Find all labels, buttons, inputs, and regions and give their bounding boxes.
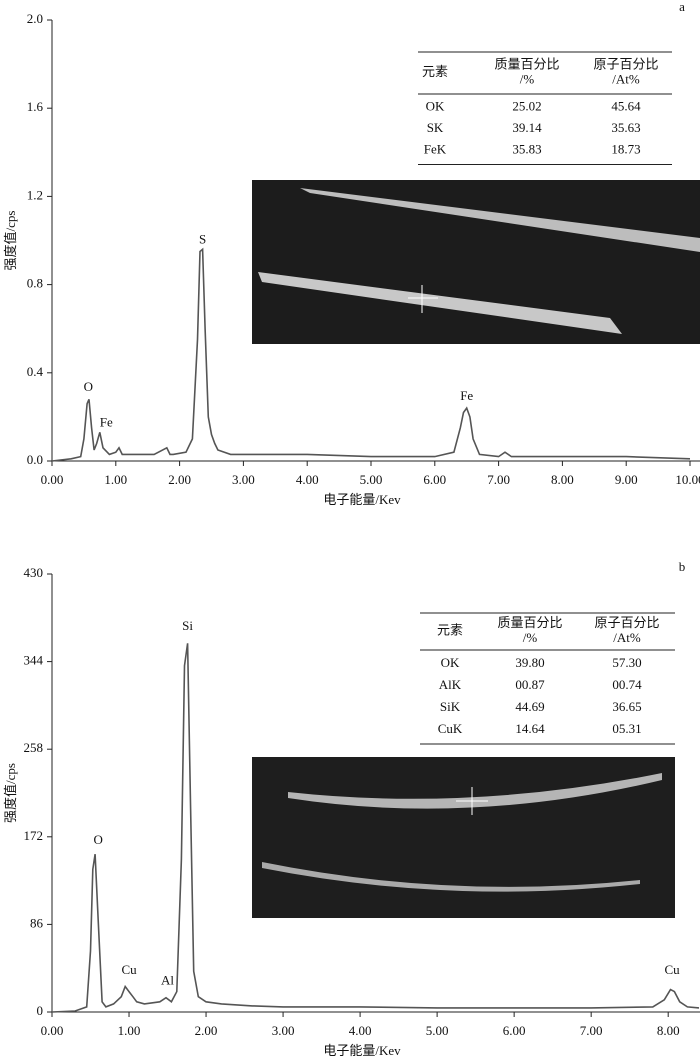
table-header: 质量百分比 (494, 56, 559, 71)
y-tick-label: 0.0 (27, 452, 43, 467)
table-cell: 35.63 (611, 120, 640, 135)
y-tick-label: 86 (30, 915, 44, 930)
table-cell: 00.74 (612, 677, 642, 692)
y-tick-label: 0 (37, 1003, 44, 1018)
table-cell: 00.87 (515, 677, 545, 692)
table-header: /At% (612, 71, 640, 86)
spectrum-line (51, 643, 700, 1013)
x-tick-label: 3.00 (232, 472, 255, 487)
table-cell: 05.31 (612, 721, 641, 736)
table-cell: SiK (440, 699, 461, 714)
table-cell: 36.65 (612, 699, 641, 714)
table-cell: 39.80 (515, 655, 544, 670)
table-header: 原子百分比 (594, 615, 659, 630)
y-axis-label: 强度值/cps (3, 763, 18, 823)
peak-label: O (94, 832, 103, 847)
table-header: 原子百分比 (593, 56, 658, 71)
panel-letter: a (679, 0, 685, 14)
x-tick-label: 2.00 (168, 472, 191, 487)
x-tick-label: 5.00 (360, 472, 383, 487)
x-tick-label: 4.00 (296, 472, 319, 487)
table-cell: 57.30 (612, 655, 641, 670)
table-header: 质量百分比 (497, 615, 562, 630)
x-tick-label: 8.00 (551, 472, 574, 487)
x-tick-label: 5.00 (426, 1023, 449, 1038)
table-cell: OK (441, 655, 460, 670)
panel-letter: b (679, 559, 686, 574)
peak-label: Si (182, 618, 193, 633)
x-tick-label: 9.00 (615, 472, 638, 487)
y-tick-label: 344 (24, 653, 44, 668)
table-header: /% (523, 630, 538, 645)
table-header: 元素 (422, 64, 448, 79)
x-tick-label: 6.00 (503, 1023, 526, 1038)
x-tick-label: 8.00 (657, 1023, 680, 1038)
peak-label: Al (161, 972, 174, 987)
spectrum-line (51, 247, 691, 462)
peak-label: Cu (121, 962, 137, 977)
y-axis-label: 强度值/cps (3, 211, 18, 271)
y-tick-label: 0.4 (27, 364, 44, 379)
x-tick-label: 1.00 (104, 472, 127, 487)
y-tick-label: 172 (24, 828, 44, 843)
table-cell: 39.14 (512, 120, 542, 135)
peak-label: Fe (100, 414, 113, 429)
table-header: 元素 (437, 622, 463, 637)
table-cell: AlK (439, 677, 462, 692)
x-tick-label: 0.00 (41, 472, 64, 487)
table-cell: 25.02 (512, 99, 541, 114)
x-tick-label: 4.00 (349, 1023, 372, 1038)
y-tick-label: 1.6 (27, 99, 44, 114)
x-tick-label: 7.00 (580, 1023, 603, 1038)
table-cell: 35.83 (512, 142, 541, 157)
peak-label: Cu (664, 962, 680, 977)
peak-label: S (199, 231, 206, 246)
x-tick-label: 7.00 (487, 472, 510, 487)
x-tick-label: 2.00 (195, 1023, 218, 1038)
sem-image (252, 757, 675, 918)
table-cell: 14.64 (515, 721, 545, 736)
x-tick-label: 6.00 (423, 472, 446, 487)
x-axis-label: 电子能量/Kev (323, 492, 401, 507)
x-tick-label: 3.00 (272, 1023, 295, 1038)
table-header: /At% (613, 630, 641, 645)
table-cell: CuK (438, 721, 463, 736)
table-cell: 45.64 (611, 99, 641, 114)
table-cell: 18.73 (611, 142, 640, 157)
table-cell: 44.69 (515, 699, 544, 714)
peak-label: O (84, 379, 93, 394)
y-tick-label: 1.2 (27, 187, 43, 202)
x-tick-label: 10.00 (675, 472, 700, 487)
y-tick-label: 2.0 (27, 11, 43, 26)
table-cell: OK (426, 99, 445, 114)
table-cell: SK (427, 120, 444, 135)
y-tick-label: 430 (24, 565, 44, 580)
sem-image (252, 180, 700, 344)
x-tick-label: 0.00 (41, 1023, 64, 1038)
y-tick-label: 258 (24, 740, 44, 755)
y-tick-label: 0.8 (27, 276, 43, 291)
x-axis-label: 电子能量/Kev (323, 1043, 401, 1058)
table-header: /% (520, 71, 535, 86)
x-tick-label: 1.00 (118, 1023, 141, 1038)
table-cell: FeK (424, 142, 447, 157)
peak-label: Fe (460, 388, 473, 403)
